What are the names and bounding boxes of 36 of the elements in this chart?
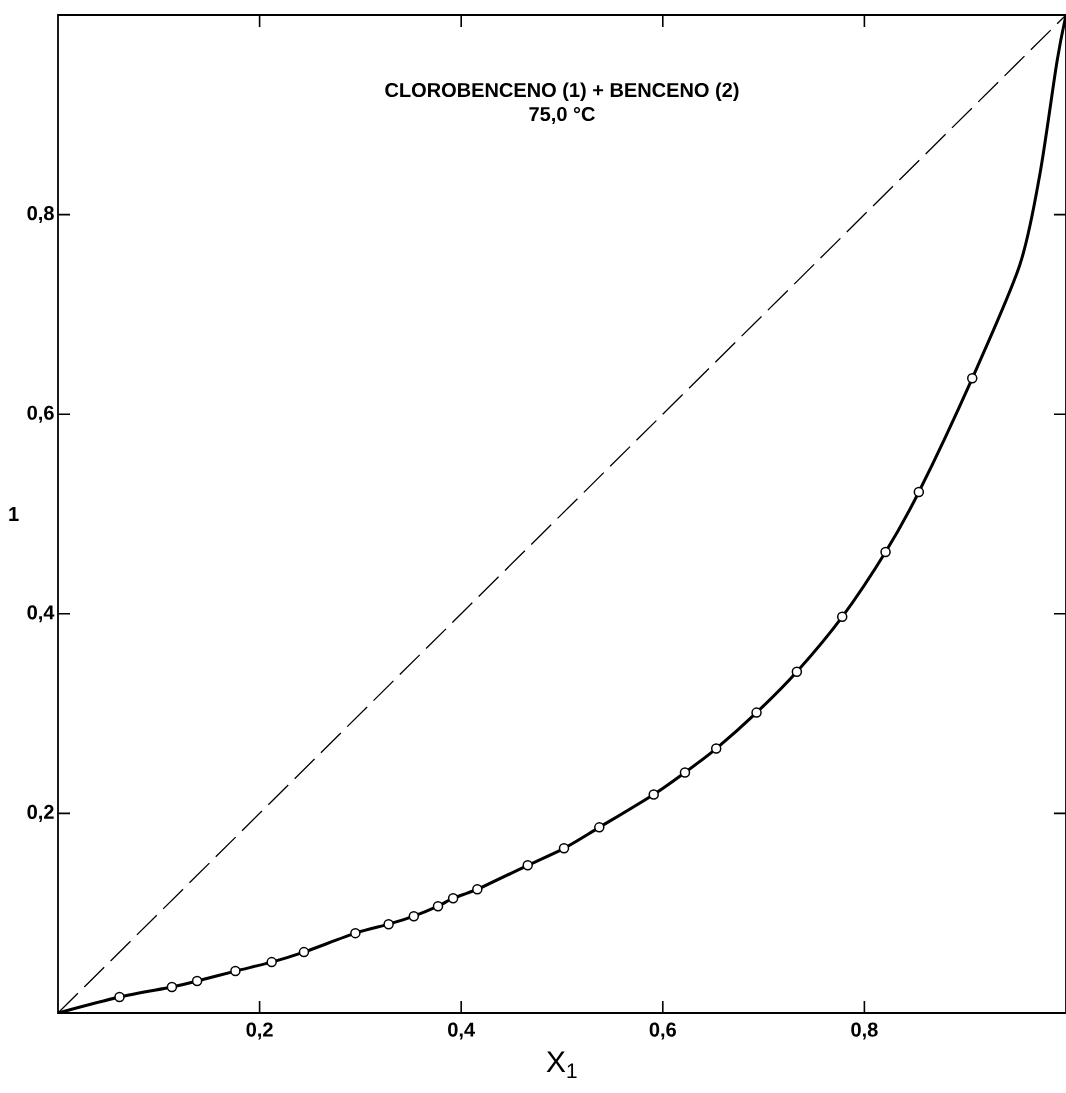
point: [266, 956, 277, 968]
x-tick-label: 0,6: [649, 1022, 676, 1040]
point: [710, 743, 722, 754]
y-tick-label: 0,4: [27, 605, 55, 623]
point: [522, 860, 533, 871]
point: [472, 883, 483, 895]
point: [648, 789, 659, 800]
point: [408, 910, 420, 922]
point: [432, 900, 444, 912]
point: [913, 486, 925, 498]
text: CLOROBENCENO (1) + BENCENO (2): [385, 82, 739, 102]
point: [114, 991, 125, 1003]
y-tick-label: 0,6: [27, 405, 54, 423]
text: 75,0 °C: [529, 106, 595, 124]
point: [298, 946, 310, 958]
point: [350, 927, 361, 939]
point: [679, 767, 691, 778]
point: [383, 918, 394, 930]
point: [880, 546, 891, 558]
point: [447, 892, 459, 904]
y-axis-title: 1: [9, 507, 19, 521]
point: [166, 981, 178, 993]
x-tick-label: 0,4: [448, 1022, 475, 1040]
point: [791, 666, 803, 677]
point: [594, 822, 605, 833]
x-tick-label: 0,8: [851, 1022, 878, 1040]
point: [230, 965, 241, 977]
point: [967, 373, 978, 384]
point: [558, 843, 570, 854]
point: [191, 975, 203, 987]
y-tick-label: 0,2: [27, 804, 54, 822]
point: [836, 611, 848, 623]
x-tick-label: 0,2: [246, 1022, 273, 1040]
y-tick-label: 0,8: [27, 206, 54, 224]
point: [751, 707, 762, 718]
x-axis-title: X$_{1}$: [546, 1051, 577, 1078]
